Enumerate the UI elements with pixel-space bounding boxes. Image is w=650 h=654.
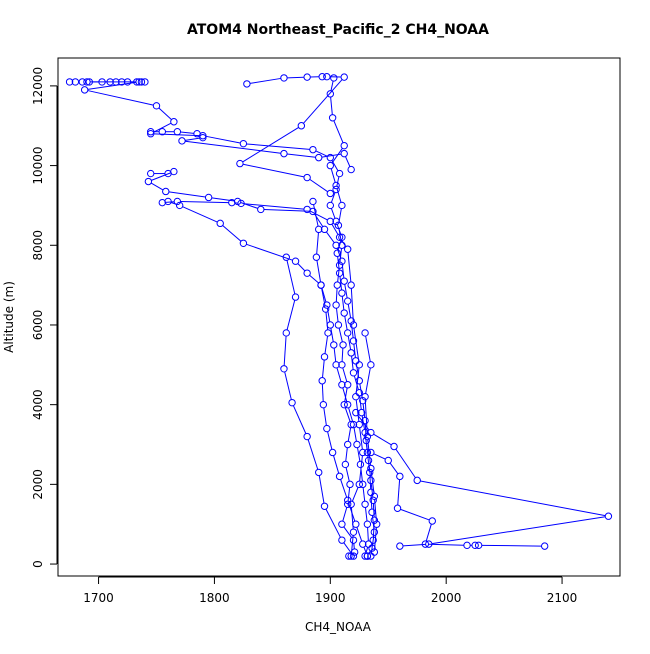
x-tick-label: 1800 (199, 591, 230, 605)
y-tick-label: 6000 (31, 310, 45, 341)
x-tick-label: 1700 (83, 591, 114, 605)
x-tick-label: 2000 (431, 591, 462, 605)
x-tick-label: 1900 (315, 591, 346, 605)
x-axis-label: CH4_NOAA (305, 620, 372, 634)
y-tick-label: 10000 (31, 146, 45, 184)
series-segment (165, 202, 174, 203)
y-tick-label: 4000 (31, 389, 45, 420)
x-tick-label: 2100 (547, 591, 578, 605)
y-tick-label: 12000 (31, 67, 45, 105)
series-segment (287, 77, 304, 78)
y-tick-label: 0 (31, 560, 45, 568)
y-tick-label: 8000 (31, 230, 45, 261)
y-tick-label: 2000 (31, 469, 45, 500)
chart-title: ATOM4 Northeast_Pacific_2 CH4_NOAA (187, 22, 489, 38)
series-segment (354, 543, 355, 549)
y-axis-label: Altitude (m) (2, 281, 16, 353)
